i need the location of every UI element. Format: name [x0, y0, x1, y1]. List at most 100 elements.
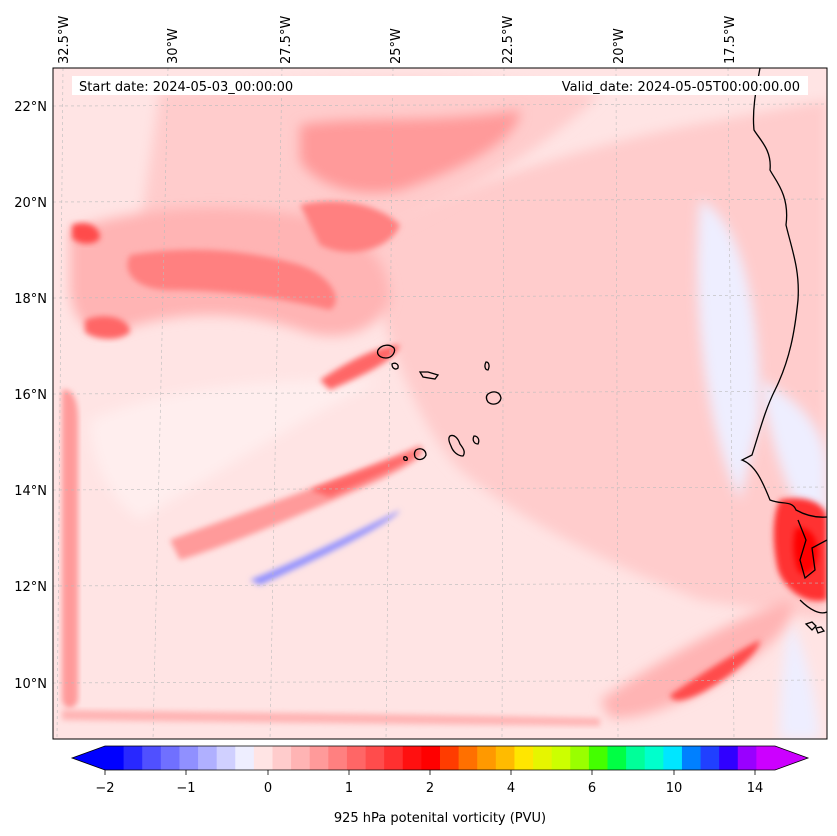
colorbar-tick-labels: −2 −1 0 1 2 4 6 10 14	[95, 781, 763, 796]
colorbar-cells	[105, 746, 776, 770]
colorbar-cell	[626, 746, 646, 770]
colorbar-cell	[551, 746, 571, 770]
colorbar-cell	[384, 746, 404, 770]
gridlines	[53, 68, 827, 739]
valid-date-label: Valid_date: 2024-05-05T00:00:00.00	[562, 80, 800, 95]
colorbar-cell	[644, 746, 664, 770]
island-sao-vicente	[391, 362, 399, 370]
pv-spot-southwest	[85, 316, 130, 339]
colorbar-cell	[309, 746, 329, 770]
lat-tick-label: 20°N	[14, 196, 47, 211]
colorbar-cell	[458, 746, 478, 770]
colorbar-cell	[272, 746, 292, 770]
colorbar-cell	[291, 746, 311, 770]
pv-region-pale-se	[780, 620, 820, 739]
colorbar-label: 925 hPa potenital vorticity (PVU)	[334, 811, 546, 826]
colorbar-cell	[179, 746, 199, 770]
island-fogo	[413, 448, 427, 461]
island-sal	[484, 361, 490, 371]
pv-streak-blue	[250, 510, 400, 585]
colorbar-cell	[719, 746, 739, 770]
colorbar-cell	[607, 746, 627, 770]
colorbar-cell	[514, 746, 534, 770]
colorbar-cell	[756, 746, 776, 770]
colorbar-extend-low	[72, 746, 105, 770]
lon-tick-label: 20°W	[612, 28, 627, 64]
island-maio	[472, 435, 480, 445]
lat-tick-labels: 22°N 20°N 18°N 16°N 14°N 12°N 10°N	[14, 100, 47, 692]
date-banner	[72, 76, 808, 95]
pv-band-north-upper	[300, 110, 520, 193]
start-date-label: Start date: 2024-05-03_00:00:00	[79, 80, 293, 95]
colorbar-cell	[160, 746, 180, 770]
island-brava	[403, 456, 408, 462]
pv-region-pale-west	[90, 380, 380, 520]
lon-tick-labels: 32.5°W 30°W 27.5°W 25°W 22.5°W 20°W 17.5…	[57, 16, 738, 64]
colorbar-cell	[235, 746, 255, 770]
guinea-bissau-coast	[799, 599, 827, 614]
colorbar-extend-high	[775, 746, 808, 770]
map-panel: Start date: 2024-05-03_00:00:00 Valid_da…	[52, 67, 828, 740]
colorbar-cell	[737, 746, 757, 770]
colorbar-cell	[142, 746, 162, 770]
colorbar-cell	[365, 746, 385, 770]
colorbar-tick-label: 0	[264, 781, 272, 796]
colorbar-tick-label: −1	[176, 781, 195, 796]
pv-margin-west	[62, 389, 78, 709]
colorbar-cell	[123, 746, 143, 770]
lat-tick-label: 22°N	[14, 100, 47, 115]
pv-streak-lower-core	[310, 450, 420, 497]
colorbar-cell	[495, 746, 515, 770]
colorbar-tick-label: 4	[507, 781, 515, 796]
colorbar-ticks	[104, 770, 756, 775]
colorbar-cell	[421, 746, 441, 770]
coastlines	[740, 68, 827, 634]
bijagos-islands	[804, 621, 826, 634]
island-boa-vista	[485, 391, 502, 405]
island-santo-antao	[376, 344, 396, 359]
colorbar-cell	[253, 746, 273, 770]
lon-tick-label: 17.5°W	[723, 16, 738, 64]
colorbar-tick-label: 14	[747, 781, 764, 796]
colorbar-cell	[570, 746, 590, 770]
senegal-river-mouth	[797, 519, 827, 580]
colorbar: −2 −1 0 1 2 4 6 10 14 925 hPa potenital …	[70, 745, 810, 826]
pv-band-southeast-core	[670, 640, 760, 701]
pv-spot-west	[72, 223, 100, 244]
pv-coastal-max-core	[793, 527, 818, 575]
lon-tick-label: 25°W	[389, 28, 404, 64]
pv-band-northwest-mid	[127, 249, 336, 310]
colorbar-tick-label: 6	[588, 781, 596, 796]
west-africa-coastline	[740, 68, 827, 518]
colorbar-cell	[588, 746, 608, 770]
island-sao-nicolau	[418, 371, 440, 380]
lon-tick-label: 27.5°W	[279, 16, 294, 64]
colorbar-cell	[198, 746, 218, 770]
colorbar-cell	[700, 746, 720, 770]
lat-tick-label: 14°N	[14, 484, 47, 499]
colorbar-cell	[533, 746, 553, 770]
colorbar-cell	[402, 746, 422, 770]
lon-tick-label: 32.5°W	[57, 16, 72, 64]
pv-field	[62, 79, 827, 739]
colorbar-cell	[328, 746, 348, 770]
map-frame	[52, 67, 828, 740]
island-santiago	[448, 434, 465, 457]
colorbar-cell	[477, 746, 497, 770]
colorbar-tick-label: 1	[345, 781, 353, 796]
colorbar-cell	[346, 746, 366, 770]
colorbar-cell	[105, 746, 125, 770]
colorbar-tick-label: −2	[95, 781, 114, 796]
pv-band-north-center	[300, 201, 400, 253]
pv-band-southeast-outer	[600, 600, 792, 719]
colorbar-tick-label: 10	[666, 781, 683, 796]
pv-margin-south	[62, 710, 600, 726]
lat-tick-label: 12°N	[14, 580, 47, 595]
lat-tick-label: 18°N	[14, 292, 47, 307]
colorbar-cell	[440, 746, 460, 770]
pv-region-pale-coast	[697, 200, 760, 500]
colorbar-cell	[216, 746, 236, 770]
lon-tick-label: 22.5°W	[501, 16, 516, 64]
lat-tick-label: 16°N	[14, 388, 47, 403]
colorbar-cell	[663, 746, 683, 770]
